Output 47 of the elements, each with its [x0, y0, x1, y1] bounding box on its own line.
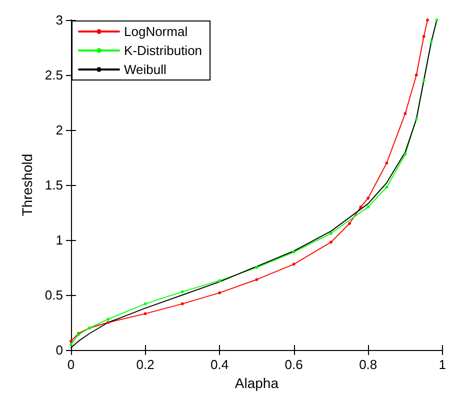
y-tick-label: 2.5: [44, 68, 63, 82]
point: [385, 186, 388, 189]
point: [359, 206, 362, 208]
point: [292, 250, 296, 254]
x-tick-label: 0.6: [284, 357, 303, 372]
point: [106, 318, 110, 321]
point: [366, 196, 370, 200]
y-tick-label: 0.5: [44, 288, 63, 302]
y-axis-title: Threshold: [19, 154, 36, 216]
y-tick-label: 3: [56, 12, 63, 28]
point: [329, 232, 332, 235]
x-tick-label: 0.2: [136, 357, 154, 372]
x-tick-label: 0.8: [359, 357, 378, 372]
point: [218, 279, 222, 282]
point: [144, 302, 147, 306]
y-tick-label: 0: [56, 342, 63, 358]
legend-label: LogNormal: [124, 24, 188, 39]
point: [404, 112, 407, 115]
legend-label: K-Distribution: [124, 43, 202, 58]
x-tick-label: 0.4: [210, 357, 229, 372]
point: [255, 266, 258, 269]
point: [255, 278, 258, 282]
legend-label: Weibull: [124, 62, 166, 77]
x-axis-title: Alapha: [234, 375, 279, 391]
y-tick-label: 1.5: [44, 178, 63, 192]
x-tick-label: 1: [438, 357, 446, 372]
point: [414, 118, 418, 120]
point: [426, 18, 430, 22]
point: [385, 162, 388, 164]
point: [292, 262, 296, 266]
point: [70, 340, 72, 343]
point: [422, 79, 426, 82]
point: [70, 343, 72, 346]
point: [422, 35, 426, 38]
y-tick-label: 2: [56, 122, 63, 138]
point: [430, 40, 433, 44]
point: [414, 74, 418, 76]
x-tick-label: 0: [67, 357, 75, 372]
point: [366, 206, 370, 208]
point: [218, 291, 222, 294]
point: [180, 290, 184, 294]
point: [329, 240, 332, 244]
point: [106, 321, 110, 324]
point: [435, 18, 438, 22]
point: [144, 312, 147, 316]
y-tick-label: 1: [56, 232, 63, 248]
point: [180, 302, 184, 306]
